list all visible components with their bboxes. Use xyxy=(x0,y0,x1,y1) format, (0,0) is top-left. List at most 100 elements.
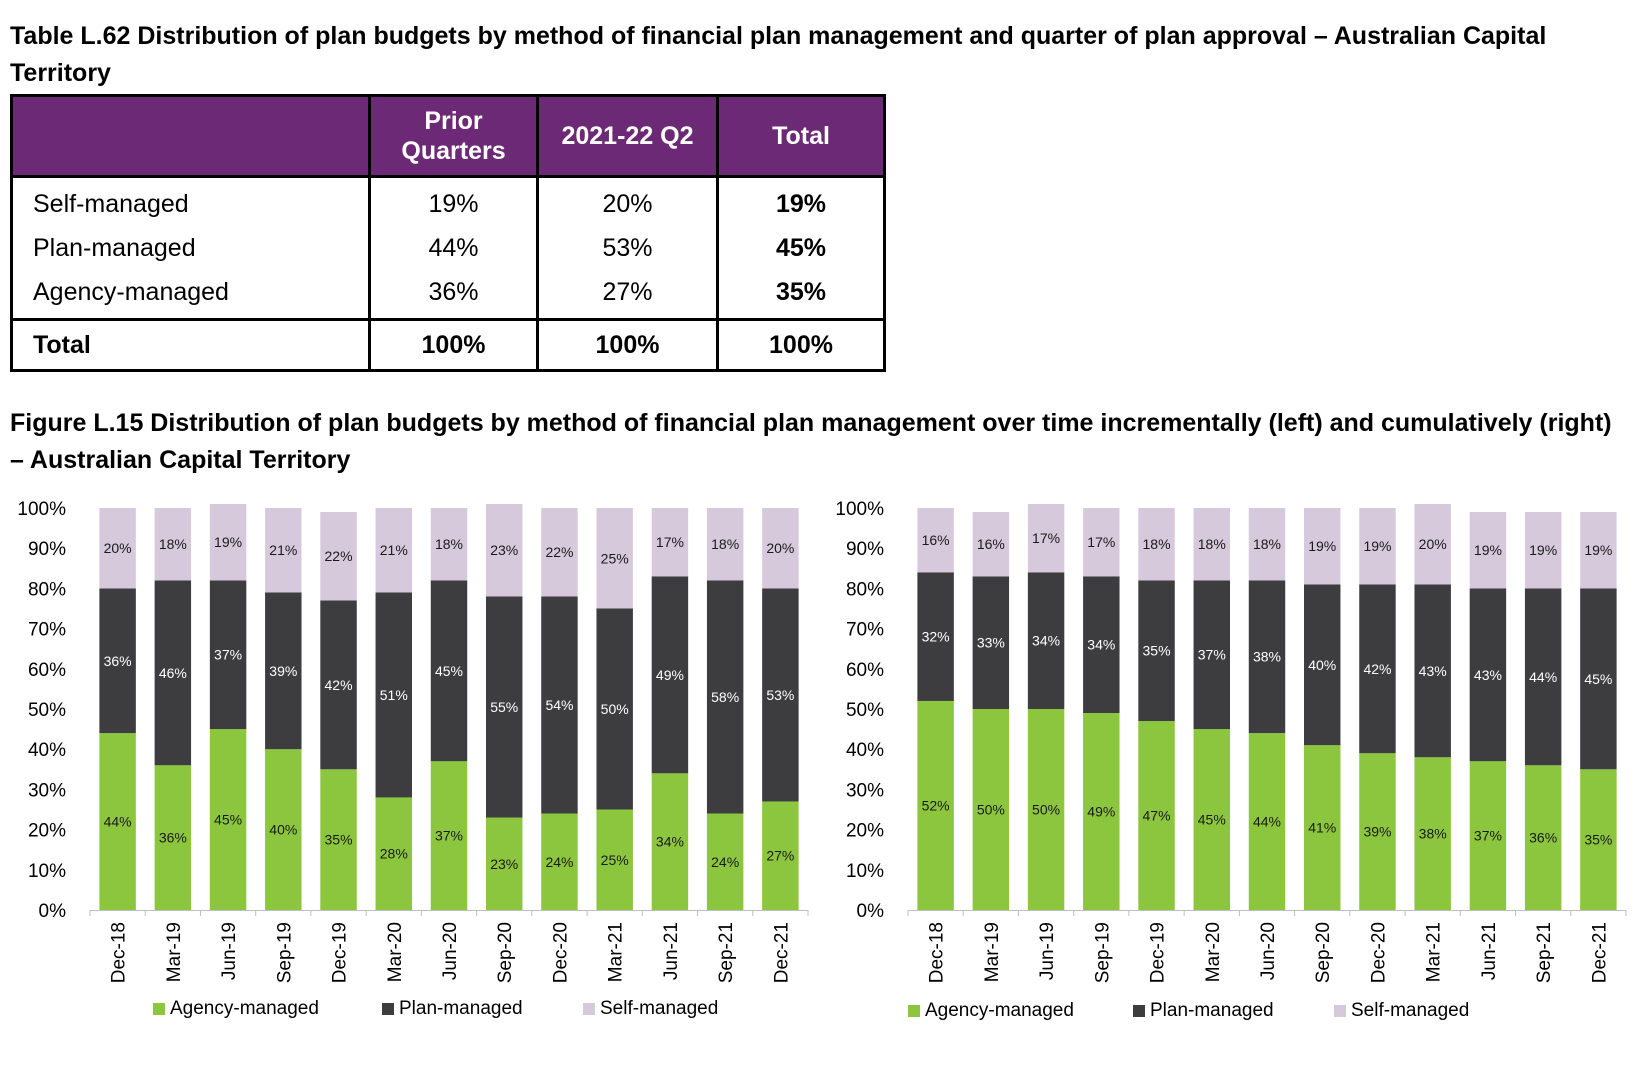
legend-swatch-agency-managed xyxy=(153,1003,165,1015)
x-tick-label: Dec-21 xyxy=(1589,922,1610,983)
bar-segment-plan-managed xyxy=(320,600,357,770)
data-label: 53% xyxy=(766,687,794,703)
plan-budget-table: Prior Quarters 2021-22 Q2 Total Self-man… xyxy=(10,94,886,372)
legend-swatch-agency-managed xyxy=(908,1005,920,1017)
x-tick-label: Sep-19 xyxy=(1092,922,1113,983)
legend-label: Plan-managed xyxy=(1150,1000,1274,1021)
row-label: Self-managed xyxy=(10,176,371,226)
row-label: Plan-managed xyxy=(10,226,371,270)
cell-q2: 20% xyxy=(536,176,719,226)
x-tick-label: Dec-18 xyxy=(109,922,130,983)
y-tick-label: 40% xyxy=(846,740,884,761)
data-label: 39% xyxy=(269,663,297,679)
legend-label: Self-managed xyxy=(600,998,718,1019)
data-label: 50% xyxy=(601,701,629,717)
data-label: 25% xyxy=(601,550,629,566)
data-label: 36% xyxy=(1529,830,1557,846)
cell-q2: 53% xyxy=(536,226,719,270)
data-label: 34% xyxy=(1087,637,1115,653)
cell-total: 45% xyxy=(716,226,886,270)
data-label: 19% xyxy=(1474,542,1502,558)
bar-segment-plan-managed xyxy=(1304,584,1341,746)
bar-segment-agency-managed xyxy=(651,773,689,910)
incremental-chart: 0% 10% 20% 30% 40% 50% 60% 70% 80% 90% 100% 44% 36% 2… xyxy=(8,500,818,1090)
y-tick-label: 30% xyxy=(846,780,884,801)
data-label: 44% xyxy=(1529,669,1557,685)
data-label: 21% xyxy=(380,542,408,558)
x-tick-label: Jun-19 xyxy=(219,922,240,980)
x-tick-label: Mar-21 xyxy=(606,922,627,982)
data-label: 50% xyxy=(977,802,1005,818)
bar-segment-plan-managed xyxy=(1524,588,1562,766)
y-tick-label: 50% xyxy=(28,700,66,721)
table-row-total: Total 100% 100% 100% xyxy=(10,318,886,371)
bar-segment-agency-managed xyxy=(1414,757,1451,910)
data-label: 19% xyxy=(214,534,242,550)
y-tick-label: 70% xyxy=(28,620,66,641)
bar-segment-agency-managed xyxy=(917,700,954,910)
table-title: Table L.62 Distribution of plan budgets … xyxy=(10,22,1547,87)
cell-q2: 27% xyxy=(536,270,719,320)
bar-segment-self-managed xyxy=(651,508,689,577)
data-label: 17% xyxy=(1032,530,1060,546)
bar-segment-agency-managed xyxy=(320,769,357,910)
bar-segment-agency-managed xyxy=(1027,709,1065,910)
data-label: 19% xyxy=(1584,542,1612,558)
bar-segment-agency-managed xyxy=(1524,765,1562,910)
data-label: 38% xyxy=(1419,826,1447,842)
bar-segment-self-managed xyxy=(596,508,633,609)
bar-segment-plan-managed xyxy=(430,580,468,762)
bar-segment-agency-managed xyxy=(596,809,633,910)
data-label: 19% xyxy=(1363,538,1391,554)
bar-segment-self-managed xyxy=(541,508,578,597)
bar-segment-self-managed xyxy=(917,508,954,573)
x-tick-label: Dec-20 xyxy=(1368,922,1389,983)
x-tick-label: Mar-20 xyxy=(385,922,406,982)
header-blank xyxy=(10,94,371,178)
data-label: 20% xyxy=(766,540,794,556)
bar-segment-self-managed xyxy=(1027,503,1065,573)
y-tick-label: 60% xyxy=(28,660,66,681)
data-label: 36% xyxy=(159,830,187,846)
bar-segment-plan-managed xyxy=(265,592,302,750)
y-tick-label: 80% xyxy=(28,579,66,600)
cumulative-chart: 0% 10% 20% 30% 40% 50% 60% 70% 80% 90% 100% 52% 32% 1… xyxy=(826,500,1636,1090)
data-label: 25% xyxy=(601,852,629,868)
data-label: 44% xyxy=(1253,814,1281,830)
cell-total: 35% xyxy=(716,270,886,320)
x-tick-label: Mar-19 xyxy=(982,922,1003,982)
bar-segment-self-managed xyxy=(762,508,799,589)
y-tick-label: 90% xyxy=(28,539,66,560)
incremental-chart-svg: 0% 10% 20% 30% 40% 50% 60% 70% 80% 90% 100% 44% 36% 2… xyxy=(17,500,809,1019)
y-tick-label: 40% xyxy=(28,740,66,761)
y-tick-label: 100% xyxy=(17,500,66,520)
data-label: 39% xyxy=(1363,824,1391,840)
x-tick-label: Dec-19 xyxy=(330,922,351,983)
bar-segment-plan-managed xyxy=(99,588,136,734)
cell-prior: 44% xyxy=(368,226,539,270)
row-label: Agency-managed xyxy=(10,270,371,320)
data-label: 34% xyxy=(656,834,684,850)
x-tick-label: Dec-18 xyxy=(927,922,948,983)
y-tick-label: 70% xyxy=(846,620,884,641)
bar-segment-self-managed xyxy=(154,508,192,581)
data-label: 17% xyxy=(1087,534,1115,550)
bar-segment-self-managed xyxy=(209,503,247,581)
bar-segment-self-managed xyxy=(486,503,523,597)
y-tick-label: 20% xyxy=(28,821,66,842)
y-tick-label: 50% xyxy=(846,700,884,721)
data-label: 24% xyxy=(545,854,573,870)
y-tick-label: 80% xyxy=(846,579,884,600)
data-label: 17% xyxy=(656,534,684,550)
table-row-plan-managed: Plan-managed 44% 53% 45% xyxy=(10,226,886,270)
table-header-row: Prior Quarters 2021-22 Q2 Total xyxy=(10,94,886,178)
cell-q2: 100% xyxy=(536,318,719,371)
bar-segment-self-managed xyxy=(1248,508,1286,581)
bar-segment-agency-managed xyxy=(972,709,1010,910)
bar-segment-plan-managed xyxy=(1248,580,1286,734)
bar-segment-self-managed xyxy=(1083,508,1120,577)
data-label: 19% xyxy=(1308,538,1336,554)
y-tick-label: 100% xyxy=(835,500,884,520)
bar-segment-plan-managed xyxy=(706,580,744,814)
data-label: 45% xyxy=(1584,671,1612,687)
